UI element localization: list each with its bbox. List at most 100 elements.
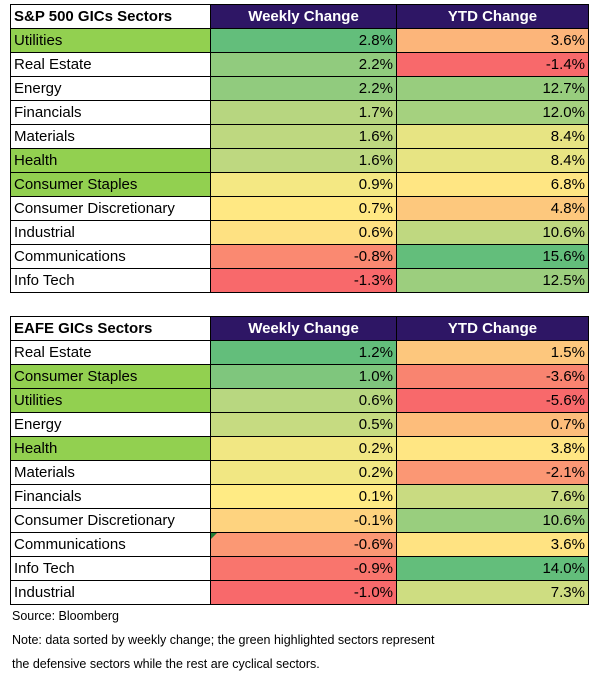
sector-name: Info Tech bbox=[10, 268, 211, 293]
sp500-sectors-table: S&P 500 GICs Sectors Weekly Change YTD C… bbox=[10, 4, 589, 293]
weekly-change-value: 0.5% bbox=[210, 412, 397, 437]
weekly-change-value: 0.7% bbox=[210, 196, 397, 221]
weekly-change-value: -0.6% bbox=[210, 532, 397, 557]
ytd-change-value: -5.6% bbox=[396, 388, 589, 413]
ytd-change-value: -3.6% bbox=[396, 364, 589, 389]
table-row: Communications -0.6% 3.6% bbox=[10, 532, 589, 557]
table-row: Real Estate 1.2% 1.5% bbox=[10, 340, 589, 365]
weekly-change-value: -0.9% bbox=[210, 556, 397, 581]
sector-name: Real Estate bbox=[10, 340, 211, 365]
ytd-change-header: YTD Change bbox=[396, 4, 589, 29]
ytd-change-value: -1.4% bbox=[396, 52, 589, 77]
sector-name: Materials bbox=[10, 460, 211, 485]
weekly-change-value: 1.7% bbox=[210, 100, 397, 125]
ytd-change-value: 12.7% bbox=[396, 76, 589, 101]
weekly-change-value: 2.2% bbox=[210, 52, 397, 77]
table-row: Info Tech -1.3% 12.5% bbox=[10, 268, 589, 293]
weekly-change-value: 1.0% bbox=[210, 364, 397, 389]
table-row: Financials 1.7% 12.0% bbox=[10, 100, 589, 125]
table-title: EAFE GICs Sectors bbox=[10, 316, 211, 341]
weekly-change-value: 0.6% bbox=[210, 388, 397, 413]
weekly-change-value: 0.6% bbox=[210, 220, 397, 245]
ytd-change-value: 12.0% bbox=[396, 100, 589, 125]
note-line: the defensive sectors while the rest are… bbox=[12, 657, 320, 671]
ytd-change-value: 12.5% bbox=[396, 268, 589, 293]
ytd-change-value: 6.8% bbox=[396, 172, 589, 197]
weekly-change-header: Weekly Change bbox=[210, 4, 397, 29]
sector-name: Communications bbox=[10, 532, 211, 557]
table-row: Utilities 2.8% 3.6% bbox=[10, 28, 589, 53]
sector-name: Financials bbox=[10, 484, 211, 509]
ytd-change-header: YTD Change bbox=[396, 316, 589, 341]
weekly-change-value: -1.3% bbox=[210, 268, 397, 293]
ytd-change-value: 7.3% bbox=[396, 580, 589, 605]
table-row: Real Estate 2.2% -1.4% bbox=[10, 52, 589, 77]
weekly-change-value: -0.8% bbox=[210, 244, 397, 269]
table-row: Materials 0.2% -2.1% bbox=[10, 460, 589, 485]
table-row: Energy 2.2% 12.7% bbox=[10, 76, 589, 101]
sector-name: Materials bbox=[10, 124, 211, 149]
sector-name: Consumer Staples bbox=[10, 172, 211, 197]
table-row: Industrial 0.6% 10.6% bbox=[10, 220, 589, 245]
weekly-change-value: -1.0% bbox=[210, 580, 397, 605]
weekly-change-value: 2.2% bbox=[210, 76, 397, 101]
sector-name: Industrial bbox=[10, 220, 211, 245]
table-row: Health 1.6% 8.4% bbox=[10, 148, 589, 173]
weekly-change-value: 0.2% bbox=[210, 436, 397, 461]
table-row: Materials 1.6% 8.4% bbox=[10, 124, 589, 149]
ytd-change-value: 4.8% bbox=[396, 196, 589, 221]
weekly-change-value: 0.1% bbox=[210, 484, 397, 509]
sector-name: Info Tech bbox=[10, 556, 211, 581]
table-row: Consumer Discretionary -0.1% 10.6% bbox=[10, 508, 589, 533]
table-row: Consumer Staples 1.0% -3.6% bbox=[10, 364, 589, 389]
table-row: Industrial -1.0% 7.3% bbox=[10, 580, 589, 605]
sector-name: Energy bbox=[10, 76, 211, 101]
sector-name: Consumer Discretionary bbox=[10, 508, 211, 533]
ytd-change-value: 3.8% bbox=[396, 436, 589, 461]
table-header-row: S&P 500 GICs Sectors Weekly Change YTD C… bbox=[10, 4, 589, 29]
ytd-change-value: 8.4% bbox=[396, 124, 589, 149]
table-row: Consumer Staples 0.9% 6.8% bbox=[10, 172, 589, 197]
table-row: Energy 0.5% 0.7% bbox=[10, 412, 589, 437]
weekly-change-value: 1.6% bbox=[210, 124, 397, 149]
table-row: Communications -0.8% 15.6% bbox=[10, 244, 589, 269]
table-row: Utilities 0.6% -5.6% bbox=[10, 388, 589, 413]
table-row: Health 0.2% 3.8% bbox=[10, 436, 589, 461]
ytd-change-value: 3.6% bbox=[396, 28, 589, 53]
ytd-change-value: -2.1% bbox=[396, 460, 589, 485]
sector-name: Utilities bbox=[10, 28, 211, 53]
footnotes: Source: Bloomberg Note: data sorted by w… bbox=[12, 604, 434, 676]
weekly-change-value: 0.9% bbox=[210, 172, 397, 197]
sector-name: Industrial bbox=[10, 580, 211, 605]
sector-name: Utilities bbox=[10, 388, 211, 413]
table-title: S&P 500 GICs Sectors bbox=[10, 4, 211, 29]
ytd-change-value: 10.6% bbox=[396, 220, 589, 245]
sector-name: Health bbox=[10, 148, 211, 173]
sector-name: Consumer Staples bbox=[10, 364, 211, 389]
weekly-change-value: 1.2% bbox=[210, 340, 397, 365]
ytd-change-value: 14.0% bbox=[396, 556, 589, 581]
table-row: Info Tech -0.9% 14.0% bbox=[10, 556, 589, 581]
comment-indicator-icon bbox=[211, 533, 217, 539]
table-body: Utilities 2.8% 3.6% Real Estate 2.2% -1.4% Ene… bbox=[10, 28, 589, 293]
ytd-change-value: 7.6% bbox=[396, 484, 589, 509]
note-line: Note: data sorted by weekly change; the … bbox=[12, 633, 435, 647]
ytd-change-value: 0.7% bbox=[396, 412, 589, 437]
table-row: Consumer Discretionary 0.7% 4.8% bbox=[10, 196, 589, 221]
table-row: Financials 0.1% 7.6% bbox=[10, 484, 589, 509]
weekly-change-header: Weekly Change bbox=[210, 316, 397, 341]
eafe-sectors-table: EAFE GICs Sectors Weekly Change YTD Chan… bbox=[10, 316, 589, 605]
weekly-change-value: 0.2% bbox=[210, 460, 397, 485]
table-header-row: EAFE GICs Sectors Weekly Change YTD Chan… bbox=[10, 316, 589, 341]
table-body: Real Estate 1.2% 1.5% Consumer Staples 1.0% -… bbox=[10, 340, 589, 605]
ytd-change-value: 1.5% bbox=[396, 340, 589, 365]
sector-name: Communications bbox=[10, 244, 211, 269]
sector-name: Health bbox=[10, 436, 211, 461]
weekly-change-value: -0.1% bbox=[210, 508, 397, 533]
sector-name: Consumer Discretionary bbox=[10, 196, 211, 221]
weekly-change-value: 1.6% bbox=[210, 148, 397, 173]
ytd-change-value: 10.6% bbox=[396, 508, 589, 533]
sector-name: Financials bbox=[10, 100, 211, 125]
weekly-change-value: 2.8% bbox=[210, 28, 397, 53]
sector-name: Energy bbox=[10, 412, 211, 437]
